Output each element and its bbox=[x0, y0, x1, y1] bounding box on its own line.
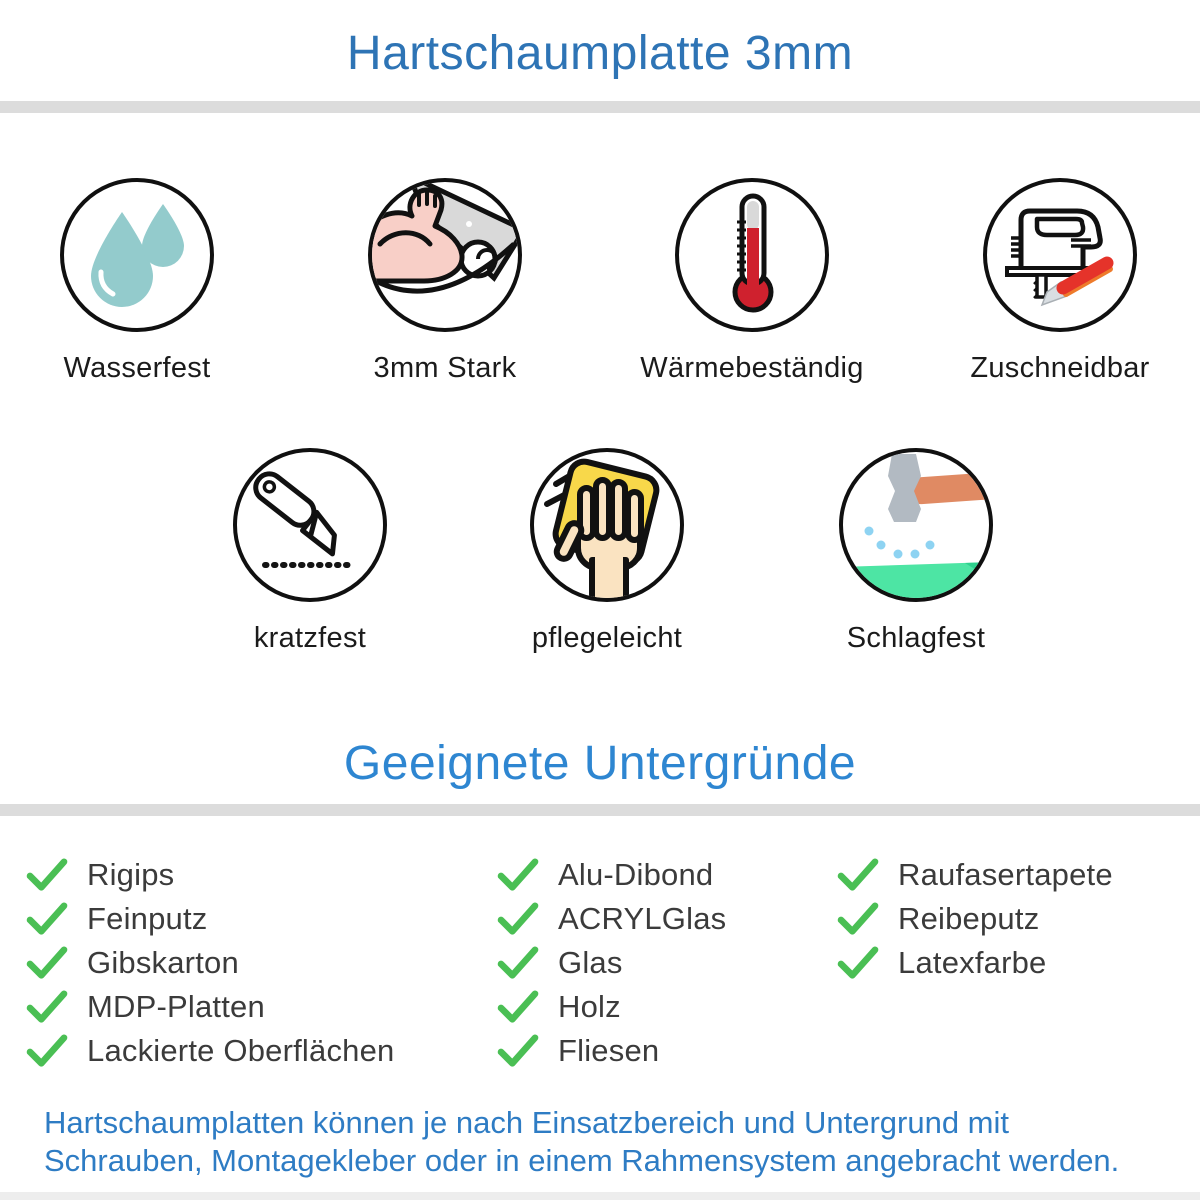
page-title: Hartschaumplatte 3mm bbox=[346, 27, 854, 80]
checkmark-icon bbox=[26, 902, 68, 935]
substrate-label: Holz bbox=[558, 989, 621, 1024]
list-item: Feinputz bbox=[26, 897, 394, 941]
substrate-label: Latexfarbe bbox=[898, 945, 1047, 980]
cleaning-hand-icon bbox=[530, 448, 684, 602]
footer-note: Hartschaumplatten können je nach Einsatz… bbox=[44, 1104, 1184, 1180]
divider-bar-top bbox=[0, 101, 1200, 113]
feature-label: pflegeleicht bbox=[531, 622, 683, 654]
substrate-label: Fliesen bbox=[558, 1033, 660, 1068]
substrate-column-1: Rigips Feinputz Gibskarton MDP-Platten L… bbox=[26, 853, 394, 1073]
feature-label: kratzfest bbox=[253, 622, 367, 654]
substrate-label: Lackierte Oberflächen bbox=[87, 1033, 395, 1068]
utility-knife-icon bbox=[233, 448, 387, 602]
substrate-label: MDP-Platten bbox=[87, 989, 265, 1024]
checkmark-icon bbox=[497, 946, 539, 979]
feature-wasserfest: Wasserfest bbox=[7, 178, 267, 385]
feature-label: Wärmebeständig bbox=[640, 352, 864, 384]
substrate-label: Reibeputz bbox=[898, 901, 1040, 936]
list-item: Raufasertapete bbox=[837, 853, 1113, 897]
checkmark-icon bbox=[26, 990, 68, 1023]
substrate-label: Raufasertapete bbox=[898, 857, 1113, 892]
feature-label: Zuschneidbar bbox=[970, 352, 1150, 384]
checkmark-icon bbox=[26, 858, 68, 891]
checkmark-icon bbox=[837, 902, 879, 935]
checkmark-icon bbox=[837, 858, 879, 891]
substrate-label: Gibskarton bbox=[87, 945, 239, 980]
feature-3mm-stark: 3mm Stark bbox=[315, 178, 575, 385]
feature-zuschneidbar: Zuschneidbar bbox=[930, 178, 1190, 385]
list-item: Glas bbox=[497, 941, 726, 985]
list-item: Gibskarton bbox=[26, 941, 394, 985]
substrate-label: Glas bbox=[558, 945, 623, 980]
feature-label: Schlagfest bbox=[846, 622, 986, 654]
substrate-label: Alu-Dibond bbox=[558, 857, 714, 892]
checkmark-icon bbox=[26, 946, 68, 979]
feature-kratzfest: kratzfest bbox=[180, 448, 440, 655]
checkmark-icon bbox=[497, 902, 539, 935]
substrate-label: Feinputz bbox=[87, 901, 208, 936]
checkmark-icon bbox=[497, 858, 539, 891]
feature-label: 3mm Stark bbox=[373, 352, 517, 384]
jigsaw-icon bbox=[983, 178, 1137, 332]
substrate-column-2: Alu-Dibond ACRYLGlas Glas Holz Fliesen bbox=[497, 853, 726, 1073]
substrate-label: ACRYLGlas bbox=[558, 901, 727, 936]
section-title: Geeignete Untergründe bbox=[343, 737, 857, 790]
list-item: Lackierte Oberflächen bbox=[26, 1029, 394, 1073]
list-item: Reibeputz bbox=[837, 897, 1113, 941]
list-item: Alu-Dibond bbox=[497, 853, 726, 897]
feature-schlagfest: Schlagfest bbox=[786, 448, 1046, 655]
list-item: Rigips bbox=[26, 853, 394, 897]
muscle-arm-icon bbox=[368, 178, 522, 332]
list-item: Holz bbox=[497, 985, 726, 1029]
footer-line-2: Schrauben, Montagekleber oder in einem R… bbox=[44, 1143, 1120, 1178]
feature-label: Wasserfest bbox=[63, 352, 211, 384]
list-item: Fliesen bbox=[497, 1029, 726, 1073]
divider-bar-middle bbox=[0, 804, 1200, 816]
water-drops-icon bbox=[60, 178, 214, 332]
list-item: MDP-Platten bbox=[26, 985, 394, 1029]
checkmark-icon bbox=[837, 946, 879, 979]
list-item: Latexfarbe bbox=[837, 941, 1113, 985]
substrate-column-3: Raufasertapete Reibeputz Latexfarbe bbox=[837, 853, 1113, 985]
hammer-icon bbox=[839, 448, 993, 602]
checkmark-icon bbox=[497, 990, 539, 1023]
checkmark-icon bbox=[26, 1034, 68, 1067]
list-item: ACRYLGlas bbox=[497, 897, 726, 941]
thermometer-icon bbox=[675, 178, 829, 332]
feature-waermebestaendig: Wärmebeständig bbox=[622, 178, 882, 385]
feature-pflegeleicht: pflegeleicht bbox=[477, 448, 737, 655]
footer-line-1: Hartschaumplatten können je nach Einsatz… bbox=[44, 1105, 1009, 1140]
substrate-label: Rigips bbox=[87, 857, 175, 892]
checkmark-icon bbox=[497, 1034, 539, 1067]
divider-bar-bottom bbox=[0, 1192, 1200, 1200]
